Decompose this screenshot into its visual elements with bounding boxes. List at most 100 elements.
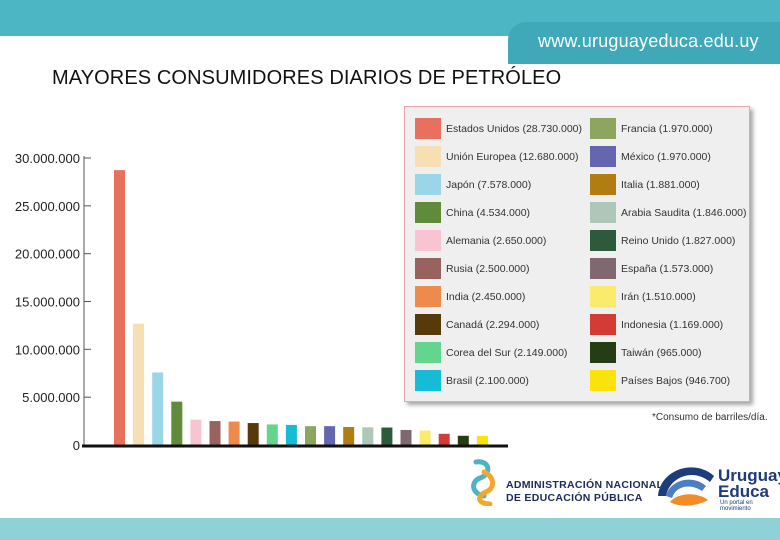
bar xyxy=(133,323,145,445)
legend-swatch xyxy=(415,230,441,251)
legend-swatch xyxy=(415,174,441,195)
legend-label: Arabia Saudita (1.846.000) xyxy=(621,206,747,219)
legend-swatch xyxy=(590,118,616,139)
footnote: *Consumo de barriles/día. xyxy=(652,412,768,423)
y-tick-label: 25.000.000 xyxy=(15,199,80,214)
ue-line-2: Educa xyxy=(718,482,770,501)
anep-line-1: ADMINISTRACIÓN NACIONAL xyxy=(506,479,664,491)
chart-title: MAYORES CONSUMIDORES DIARIOS DE PETRÓLEO xyxy=(52,67,562,89)
footer-band xyxy=(0,518,780,540)
legend-label: Brasil (2.100.000) xyxy=(446,374,529,387)
y-tick-label: 20.000.000 xyxy=(15,247,80,262)
legend-label: Taiwán (965.000) xyxy=(621,346,702,359)
anep-line-2: DE EDUCACIÓN PÚBLICA xyxy=(506,492,643,504)
legend-swatch xyxy=(590,370,616,391)
legend-swatch xyxy=(590,146,616,167)
y-tick-label: 15.000.000 xyxy=(15,295,80,310)
legend-label: Irán (1.510.000) xyxy=(621,290,696,303)
legend-item: Taiwán (965.000) xyxy=(590,342,702,363)
bar xyxy=(343,427,355,445)
legend-item: Alemania (2.650.000) xyxy=(415,230,546,251)
legend-label: Italia (1.881.000) xyxy=(621,178,700,191)
legend-item: China (4.534.000) xyxy=(415,202,530,223)
chart-legend: Estados Unidos (28.730.000) Unión Europea… xyxy=(404,106,750,402)
legend-swatch xyxy=(590,342,616,363)
legend-label: Japón (7.578.000) xyxy=(446,178,532,191)
y-tick-label: 5.000.000 xyxy=(22,390,80,405)
legend-swatch xyxy=(590,202,616,223)
legend-item: Japón (7.578.000) xyxy=(415,174,531,195)
legend-item: Arabia Saudita (1.846.000) xyxy=(590,202,747,223)
bar xyxy=(457,435,469,445)
legend-swatch xyxy=(590,286,616,307)
legend-label: Países Bajos (946.700) xyxy=(621,374,731,387)
legend-item: España (1.573.000) xyxy=(590,258,713,279)
legend-label: Reino Unido (1.827.000) xyxy=(621,234,736,247)
ue-line-1: Uruguay xyxy=(718,466,780,485)
legend-label: Unión Europea (12.680.000) xyxy=(446,150,579,163)
legend-swatch xyxy=(590,314,616,335)
bar xyxy=(190,419,202,445)
legend-swatch xyxy=(415,258,441,279)
legend-label: India (2.450.000) xyxy=(446,290,526,303)
legend-label: Corea del Sur (2.149.000) xyxy=(446,346,568,359)
legend-swatch xyxy=(415,202,441,223)
legend-label: Alemania (2.650.000) xyxy=(446,234,547,247)
legend-item: Unión Europea (12.680.000) xyxy=(415,146,579,167)
legend-item: Irán (1.510.000) xyxy=(590,286,696,307)
legend-swatch xyxy=(590,258,616,279)
legend-item: Rusia (2.500.000) xyxy=(415,258,529,279)
legend-item: México (1.970.000) xyxy=(590,146,711,167)
bar xyxy=(152,372,164,445)
legend-label: Estados Unidos (28.730.000) xyxy=(446,122,583,135)
legend-item: India (2.450.000) xyxy=(415,286,525,307)
legend-swatch xyxy=(415,146,441,167)
bar xyxy=(438,433,450,445)
uruguay-educa-logo-icon xyxy=(658,467,714,506)
bar xyxy=(362,427,374,445)
bar xyxy=(419,430,431,445)
bar xyxy=(476,435,488,445)
legend-item: Indonesia (1.169.000) xyxy=(590,314,723,335)
legend-label: España (1.573.000) xyxy=(621,262,714,275)
y-tick-label: 30.000.000 xyxy=(15,151,80,166)
legend-label: Canadá (2.294.000) xyxy=(446,318,540,331)
legend-item: Reino Unido (1.827.000) xyxy=(590,230,735,251)
bar xyxy=(324,426,336,445)
legend-item: Estados Unidos (28.730.000) xyxy=(415,118,582,139)
bar xyxy=(247,423,259,445)
legend-swatch xyxy=(415,314,441,335)
legend-item: Corea del Sur (2.149.000) xyxy=(415,342,567,363)
legend-swatch xyxy=(415,286,441,307)
legend-swatch xyxy=(415,118,441,139)
legend-label: Francia (1.970.000) xyxy=(621,122,713,135)
y-tick-label: 0 xyxy=(73,438,80,453)
legend-label: Rusia (2.500.000) xyxy=(446,262,530,275)
bar xyxy=(305,426,316,445)
url-tab xyxy=(508,22,780,64)
legend-item: Francia (1.970.000) xyxy=(590,118,713,139)
legend-item: Italia (1.881.000) xyxy=(590,174,700,195)
bar xyxy=(228,421,240,445)
anep-name: ADMINISTRACIÓN NACIONAL DE EDUCACIÓN PÚB… xyxy=(506,479,663,505)
legend-swatch xyxy=(415,342,441,363)
y-tick-label: 10.000.000 xyxy=(15,342,80,357)
legend-swatch xyxy=(590,230,616,251)
bar xyxy=(266,424,278,445)
site-url[interactable]: www.uruguayeduca.edu.uy xyxy=(538,31,759,51)
legend-item: Países Bajos (946.700) xyxy=(590,370,730,391)
bar xyxy=(114,170,125,446)
bar xyxy=(381,427,393,445)
legend-swatch xyxy=(590,174,616,195)
anep-logo-icon xyxy=(471,459,495,506)
legend-swatch xyxy=(415,370,441,391)
bar xyxy=(400,429,412,445)
legend-label: México (1.970.000) xyxy=(621,150,711,163)
ue-tagline: Un portal en movimiento xyxy=(720,500,753,512)
bar xyxy=(171,401,183,445)
legend-label: China (4.534.000) xyxy=(446,206,531,219)
bar xyxy=(209,421,221,445)
ue-name: Uruguay Educa xyxy=(718,466,780,501)
legend-item: Canadá (2.294.000) xyxy=(415,314,539,335)
